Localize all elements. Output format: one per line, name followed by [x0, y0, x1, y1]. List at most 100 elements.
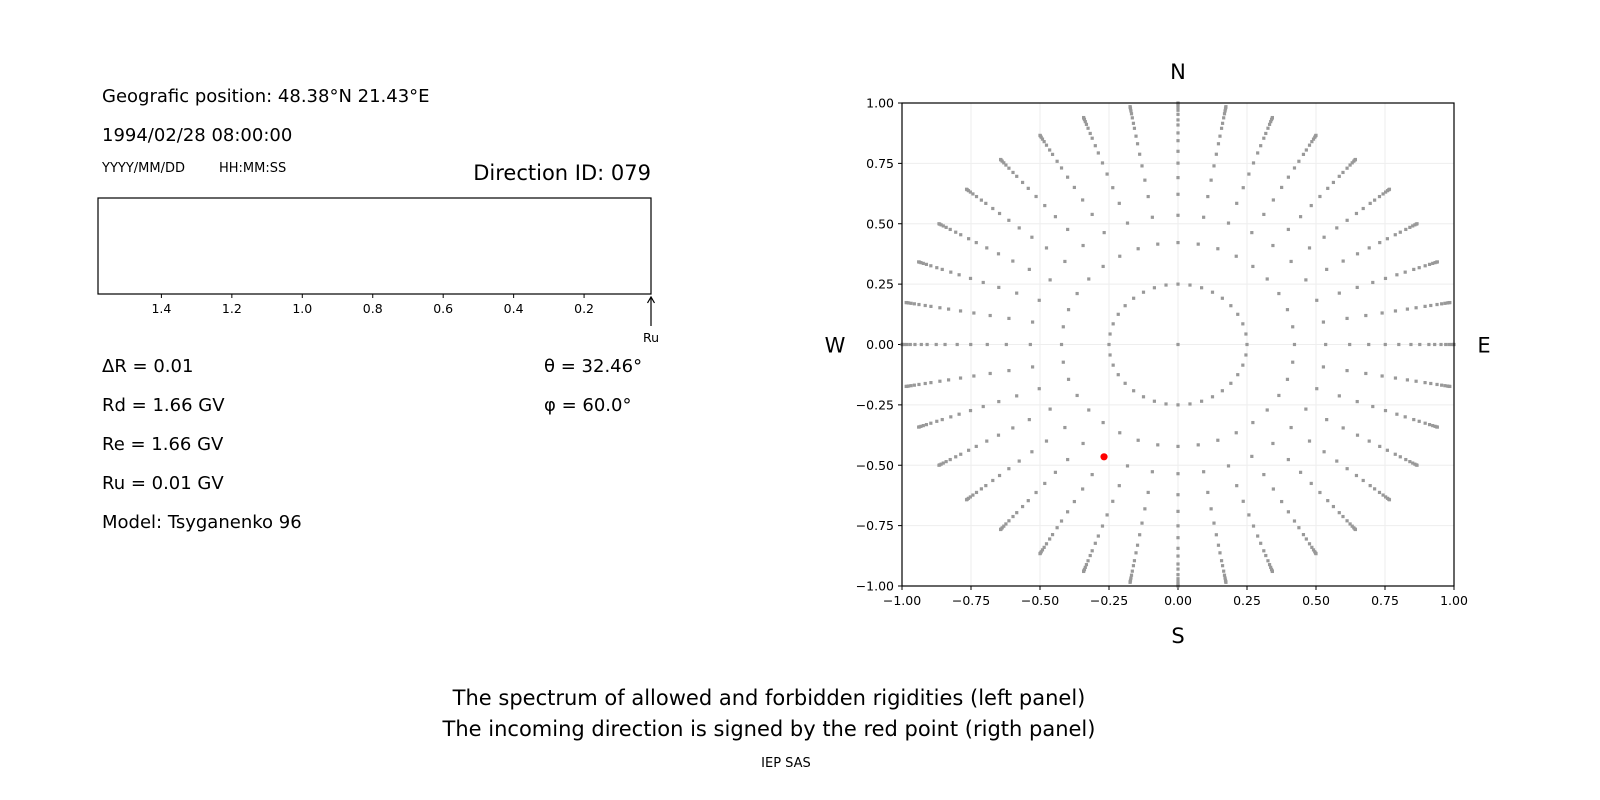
direction-point [1129, 112, 1134, 116]
direction-point [1414, 379, 1418, 383]
direction-point [1443, 301, 1447, 305]
direction-point [1234, 431, 1238, 435]
direction-point [1337, 174, 1341, 178]
direction-point [1037, 387, 1041, 391]
direction-point [968, 495, 972, 499]
direction-point [1307, 439, 1312, 443]
re-value: Re = 1.66 GV [102, 434, 224, 455]
ru-label: Ru [643, 330, 659, 345]
spectrum-frame [97, 197, 652, 295]
direction-point [1048, 537, 1052, 541]
direction-point [972, 374, 976, 378]
compass-west: W [825, 334, 846, 358]
direction-point [1449, 342, 1454, 347]
direction-point [1448, 384, 1452, 389]
direction-point [1445, 301, 1449, 305]
direction-point [1377, 194, 1382, 199]
direction-point [921, 261, 925, 265]
direction-point [1210, 395, 1215, 399]
direction-point [957, 273, 961, 277]
direction-point [941, 461, 945, 465]
direction-point [968, 408, 973, 413]
x-tick-label: 1.0 [292, 301, 312, 316]
direction-point [921, 424, 925, 428]
direction-point [909, 384, 913, 388]
direction-point [1129, 109, 1133, 113]
direction-point [1063, 259, 1067, 264]
direction-point [1405, 378, 1410, 382]
direction-point [1117, 201, 1121, 205]
direction-point [1267, 122, 1272, 126]
direction-point [1088, 553, 1092, 558]
x-tick-label: 0.25 [1233, 593, 1261, 608]
direction-point [1143, 507, 1147, 511]
direction-point [925, 342, 929, 347]
direction-point [1250, 454, 1254, 458]
y-tick-label: −0.50 [856, 458, 894, 473]
direction-point [1002, 524, 1006, 528]
map-frame [901, 102, 1455, 587]
direction-point [1176, 536, 1180, 540]
direction-point [1222, 116, 1226, 120]
direction-point [1433, 342, 1437, 347]
direction-point [958, 309, 963, 313]
direction-point [913, 342, 917, 347]
direction-point [1262, 212, 1266, 217]
direction-point [1353, 527, 1358, 532]
direction-point [1331, 504, 1336, 509]
direction-point [1220, 564, 1225, 568]
direction-point [1348, 522, 1352, 526]
direction-point [1176, 562, 1180, 566]
direction-point [1311, 548, 1316, 552]
direction-point [1042, 140, 1046, 144]
direction-point [1380, 374, 1384, 378]
direction-point [1212, 521, 1216, 525]
direction-point [1371, 404, 1375, 409]
direction-point [902, 342, 907, 347]
direction-point [1304, 278, 1308, 282]
direction-point [1176, 176, 1180, 180]
direction-point [1176, 524, 1180, 528]
direction-point [1398, 455, 1402, 459]
direction-point [1125, 464, 1130, 468]
direction-point [1348, 342, 1352, 347]
direction-point [1277, 291, 1281, 296]
direction-point [917, 260, 921, 264]
direction-point [909, 301, 913, 305]
direction-point [935, 419, 939, 423]
direction-point [1289, 259, 1293, 264]
direction-point [1040, 137, 1045, 141]
direction-point [1011, 514, 1015, 519]
direction-point [1256, 151, 1260, 155]
x-tick-label: −0.25 [1090, 593, 1128, 608]
direction-point [1345, 368, 1349, 373]
direction-point [984, 201, 988, 205]
direction-point [1048, 407, 1052, 411]
direction-point [1156, 443, 1160, 447]
direction-point [940, 267, 944, 272]
direction-point [1050, 533, 1055, 537]
direction-point [1129, 573, 1134, 577]
direction-point [1066, 175, 1070, 179]
direction-point [1277, 393, 1281, 398]
direction-point [1409, 342, 1413, 347]
direction-point [1020, 504, 1025, 509]
direction-point [1304, 148, 1308, 152]
direction-point [1164, 402, 1168, 406]
direction-point [1355, 252, 1360, 256]
direction-point [1244, 332, 1248, 336]
direction-point [1048, 278, 1052, 282]
direction-point [1341, 170, 1345, 175]
direction-point [1383, 276, 1388, 281]
direction-point [1414, 306, 1418, 310]
direction-point [1083, 565, 1087, 569]
direction-point [1130, 116, 1134, 120]
rd-value: Rd = 1.66 GV [102, 395, 225, 416]
direction-point [968, 190, 972, 194]
direction-point [1066, 227, 1070, 232]
direction-point [996, 433, 1001, 437]
direction-point [1355, 433, 1360, 437]
direction-point [1404, 227, 1408, 232]
direction-point [1307, 246, 1312, 250]
direction-point [1084, 122, 1089, 126]
